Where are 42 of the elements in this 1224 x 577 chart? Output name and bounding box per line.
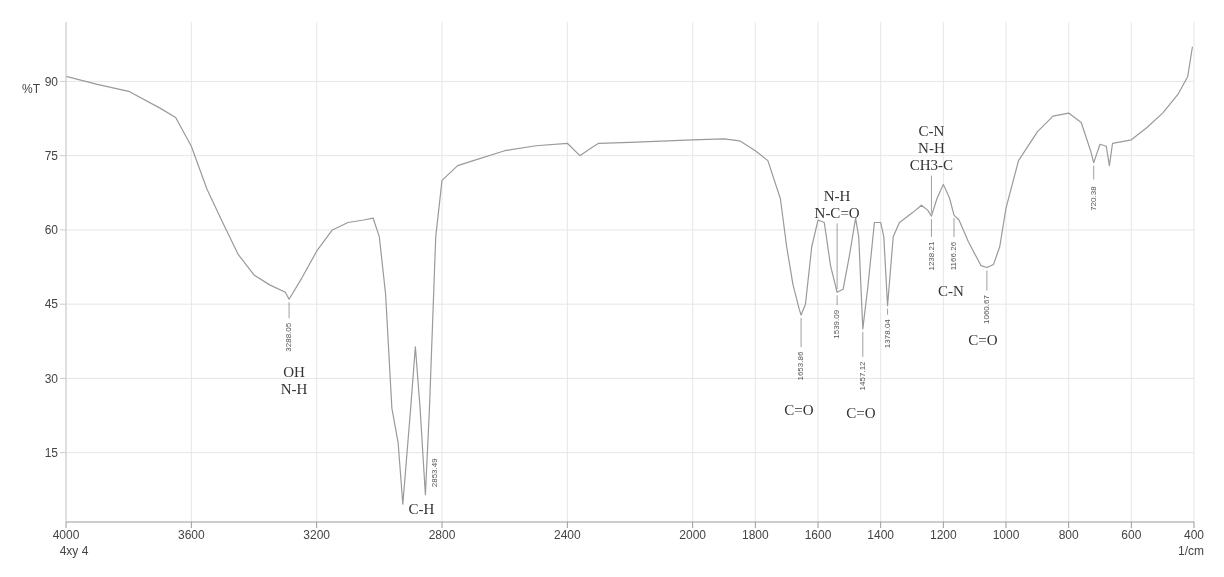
y-tick-label: 45 <box>44 297 59 312</box>
line-series <box>66 46 1194 505</box>
x-tick-label: 400 <box>1183 527 1205 542</box>
x-tick-label: 800 <box>1058 527 1079 542</box>
x-tick-label: 1600 <box>804 527 832 542</box>
annotation: 1378.04 <box>882 318 892 349</box>
x-tick-label: 600 <box>1121 527 1142 542</box>
annotation: 1238.21 <box>926 241 936 271</box>
x-tick-label: 3600 <box>177 527 205 542</box>
annotation: 1060.67 <box>982 294 991 325</box>
y-tick-label: 30 <box>44 371 59 386</box>
x-tick-label: 1200 <box>929 527 957 542</box>
annotation: 1653.86 <box>796 351 806 381</box>
y-tick-label: 15 <box>44 445 59 460</box>
x-tick-label: 2800 <box>428 527 456 542</box>
annotation: OH N-H <box>280 364 308 398</box>
annotation: 2853.49 <box>430 457 440 488</box>
x-tick-label: 4000 <box>52 527 80 542</box>
y-tick-label: 60 <box>44 223 59 238</box>
annotation: 1457.12 <box>857 360 867 391</box>
x-tick-label: 1800 <box>741 527 769 542</box>
x-tick-label: 1000 <box>992 527 1020 542</box>
x-tick-label: 2000 <box>679 527 707 542</box>
annotation: 1539.09 <box>832 309 842 339</box>
annotation: C=O <box>846 404 876 422</box>
text: 4xy 4 <box>59 544 89 558</box>
annotation: C=O <box>968 331 998 349</box>
annotation: N-H N-C=O <box>814 188 860 222</box>
annotation: 720.38 <box>1088 185 1098 211</box>
annotation: 3288.05 <box>284 322 294 352</box>
y-tick-label: 75 <box>44 148 59 163</box>
annotation: C-N N-H CH3-C <box>909 123 954 174</box>
y-tick-label: 90 <box>44 74 59 89</box>
x-tick-label: 1400 <box>867 527 895 542</box>
x-axis-title: 1/cm <box>1178 544 1205 558</box>
x-tick-label: 3200 <box>303 527 331 542</box>
annotation: C=O <box>784 401 814 419</box>
y-axis-title: %T <box>22 82 40 96</box>
annotation: 1166.26 <box>949 241 959 271</box>
annotation: C-H <box>408 501 435 518</box>
x-tick-label: 2400 <box>553 527 581 542</box>
annotation: C-N <box>938 282 964 300</box>
